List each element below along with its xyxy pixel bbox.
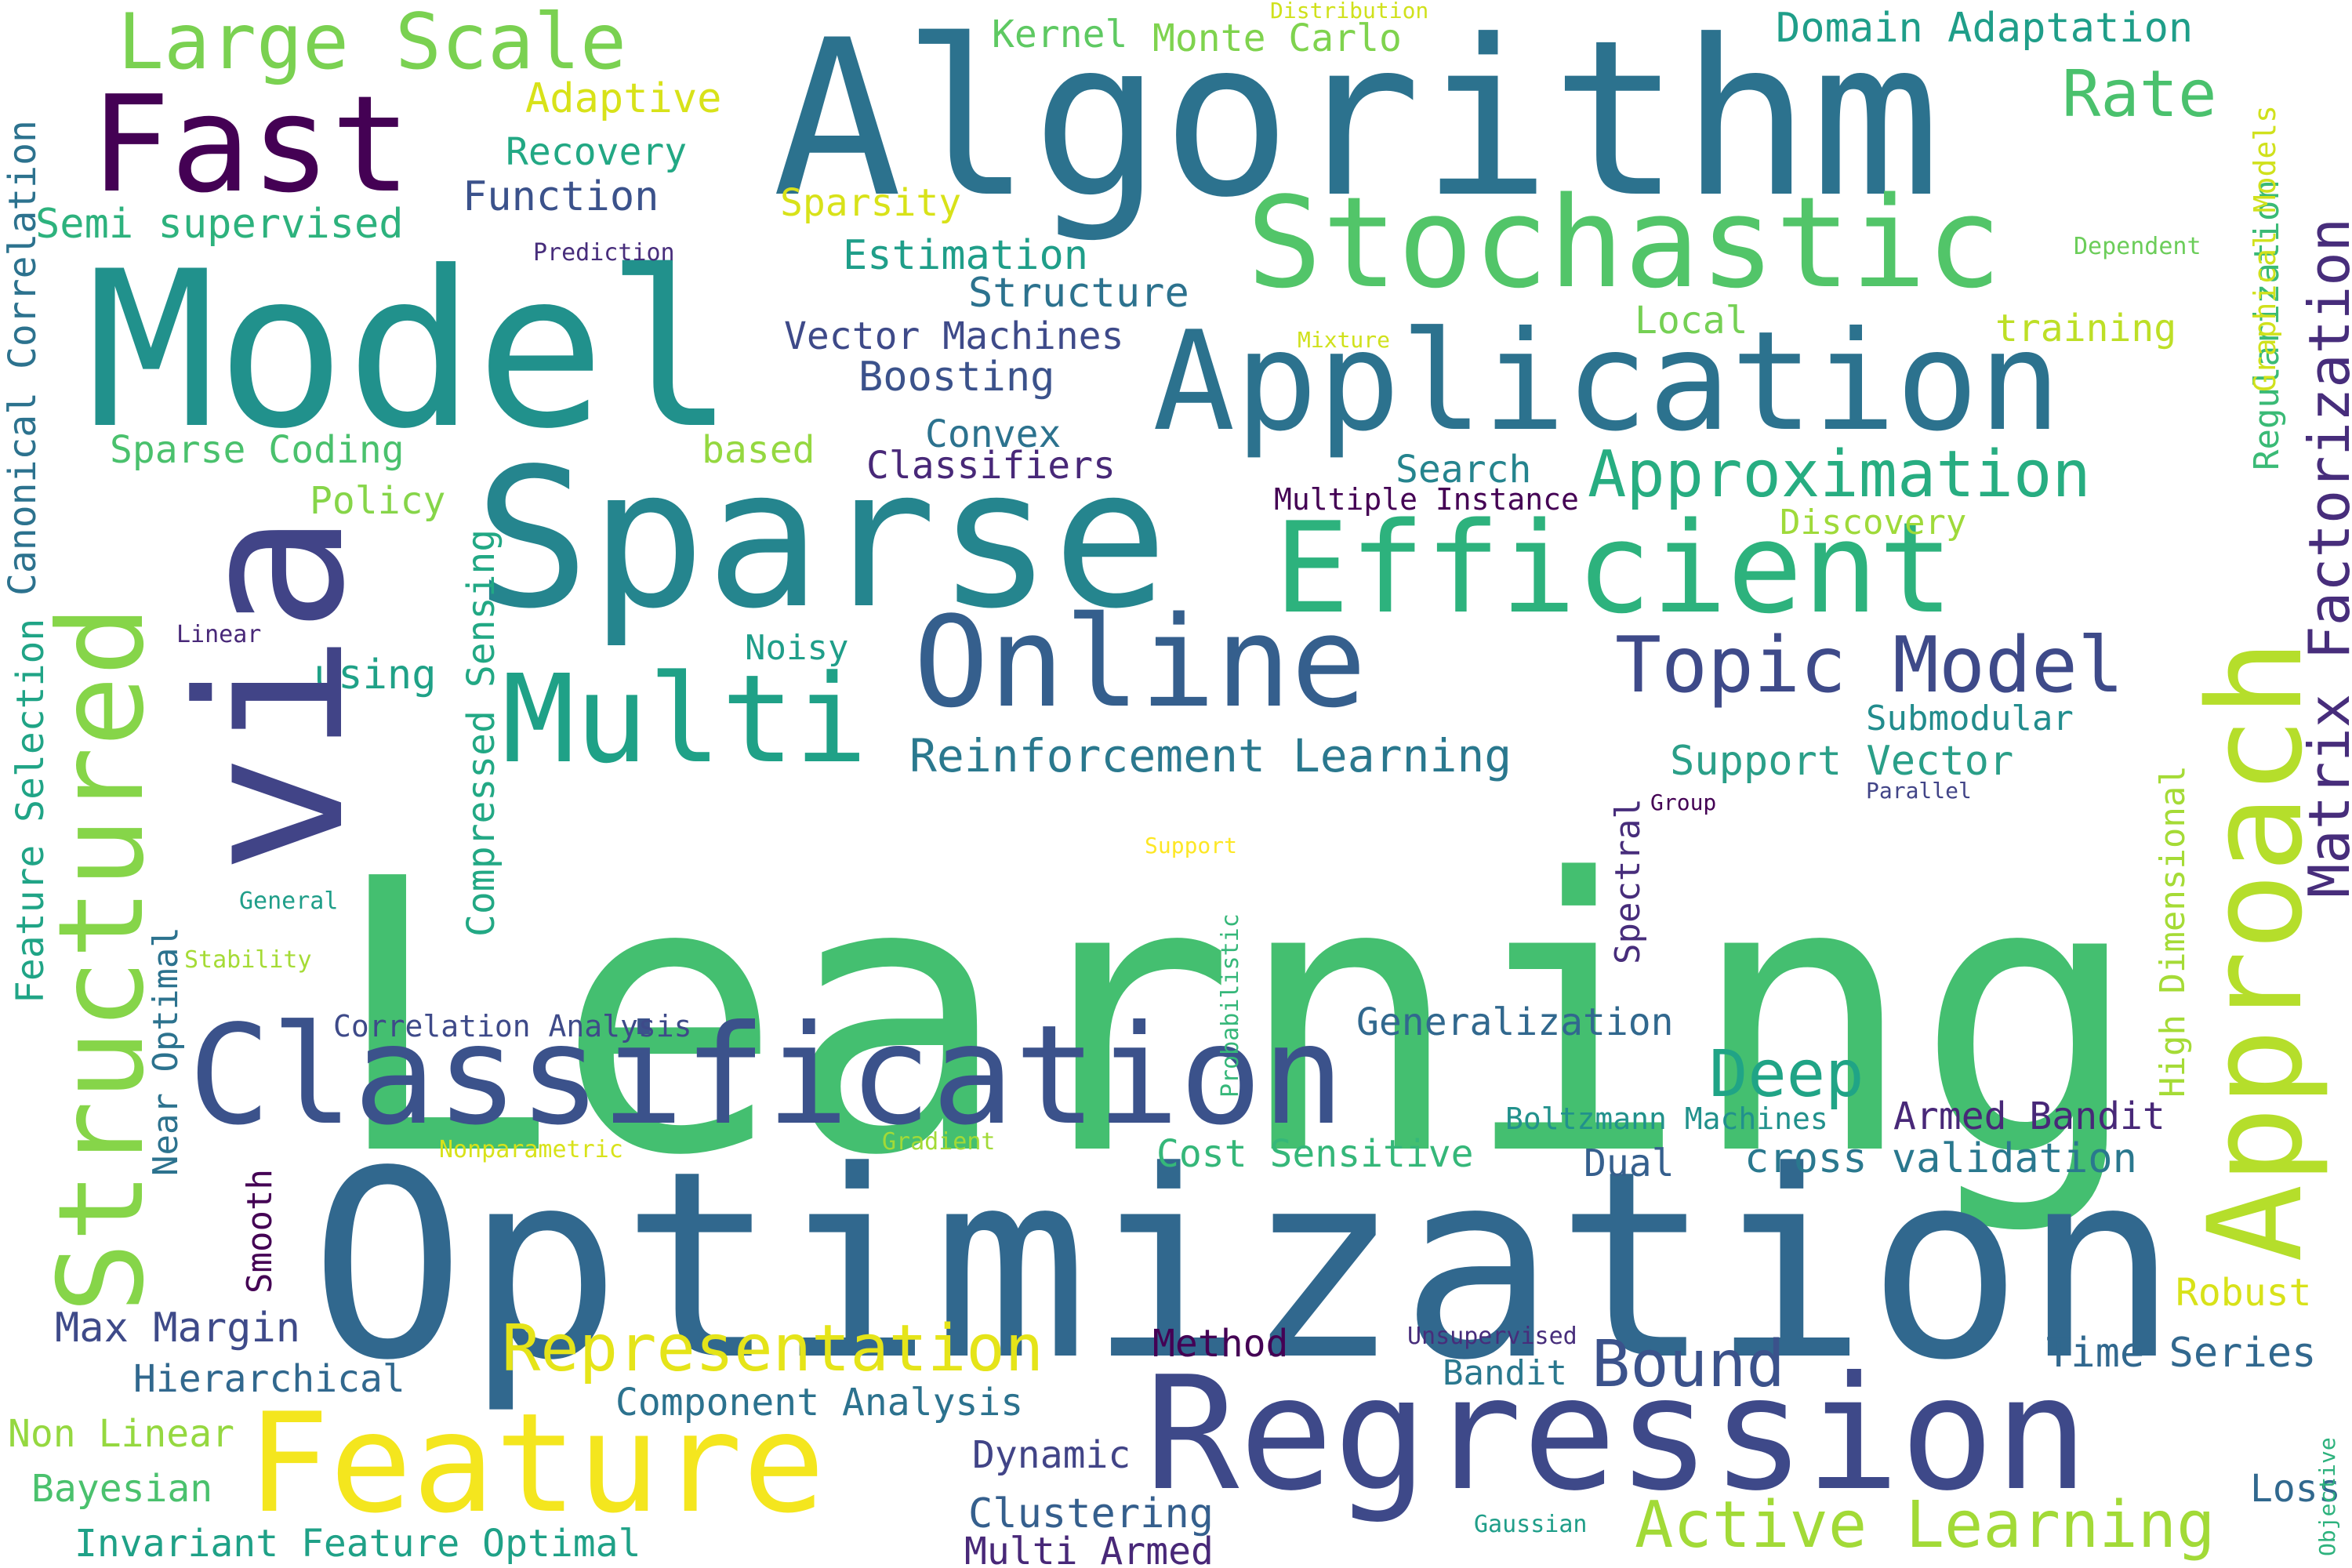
word-sparse-coding: Sparse Coding: [110, 428, 405, 472]
word-structured: Structured: [34, 604, 170, 1313]
word-non-linear: Non Linear: [8, 1412, 234, 1456]
word-stochastic: Stochastic: [1247, 169, 2002, 316]
word-via: via: [156, 513, 389, 874]
word-near-optimal: Near Optimal: [146, 927, 186, 1176]
word-recovery: Recovery: [506, 130, 688, 174]
word-component-analysis: Component Analysis: [615, 1381, 1024, 1425]
word-based: based: [702, 428, 815, 472]
word-reinforcement-learning: Reinforcement Learning: [909, 729, 1512, 782]
word-distribution: Distribution: [1270, 0, 1429, 24]
word-multiple-instance: Multiple Instance: [1274, 482, 1579, 517]
word-cross-validation: cross validation: [1744, 1135, 2137, 1182]
word-support: Support: [1145, 833, 1238, 858]
word-parallel: Parallel: [1866, 778, 1972, 804]
word-generalization: Generalization: [1356, 1000, 1674, 1044]
word-fast: Fast: [90, 67, 412, 223]
word-mixture: Mixture: [1298, 327, 1391, 353]
word-probabilistic: Probabilistic: [1217, 913, 1244, 1098]
word-dependent: Dependent: [2074, 233, 2201, 260]
word-method: Method: [1152, 1322, 1289, 1366]
word-topic-model: Topic Model: [1615, 621, 2125, 710]
word-sparse: Sparse: [474, 427, 1169, 651]
word-bound: Bound: [1592, 1327, 1785, 1402]
word-feature-big: Feature: [247, 1385, 826, 1544]
word-dual: Dual: [1584, 1142, 1675, 1185]
word-dynamic: Dynamic: [972, 1433, 1131, 1477]
word-time-series: Time Series: [2046, 1330, 2317, 1377]
word-loss: Loss: [2250, 1467, 2341, 1511]
word-graphical-models: Graphical Models: [2248, 104, 2282, 392]
word-convex: Convex: [925, 412, 1062, 456]
word-classifiers: Classifiers: [866, 444, 1116, 488]
word-armed-bandit: Armed Bandit: [1893, 1094, 2165, 1138]
word-bandit: Bandit: [1443, 1353, 1567, 1393]
word-application: Application: [1152, 303, 2061, 462]
word-discovery: Discovery: [1780, 503, 1967, 543]
word-gaussian: Gaussian: [1474, 1511, 1588, 1538]
word-clustering: Clustering: [968, 1490, 1214, 1537]
word-unsupervised: Unsupervised: [1407, 1323, 1577, 1350]
word-noisy: Noisy: [745, 628, 849, 668]
word-support-vector: Support Vector: [1670, 738, 2014, 785]
word-gradient: Gradient: [882, 1128, 996, 1156]
word-boosting: Boosting: [858, 354, 1055, 401]
word-high-dimensional: High Dimensional: [2153, 765, 2193, 1098]
word-model: Model: [86, 225, 735, 476]
word-hierarchical: Hierarchical: [133, 1357, 405, 1401]
word-large-scale: Large Scale: [118, 0, 627, 87]
word-sparsity: Sparsity: [780, 181, 962, 225]
word-max-margin: Max Margin: [55, 1305, 301, 1352]
word-linear: Linear: [176, 621, 262, 648]
word-function: Function: [463, 173, 659, 220]
word-active-learning: Active Learning: [1635, 1488, 2216, 1563]
word-search: Search: [1396, 448, 1532, 492]
word-kernel: Kernel: [992, 13, 1128, 56]
word-spectral: Spectral: [1608, 798, 1648, 964]
word-nonparametric: Nonparametric: [439, 1136, 623, 1163]
word-rate: Rate: [2062, 57, 2217, 132]
word-objective: Objective: [2314, 1437, 2340, 1556]
word-classification: Classification: [188, 996, 1345, 1156]
word-learning: Learning: [329, 800, 2142, 1238]
word-robust: Robust: [2176, 1271, 2312, 1315]
word-multi: Multi: [502, 648, 868, 790]
word-canonical-correlation: Canonical Correlation: [1, 120, 45, 596]
word-invariant-feature-optimal: Invariant Feature Optimal: [74, 1522, 641, 1566]
word-smooth: Smooth: [240, 1169, 280, 1294]
word-local: Local: [1635, 299, 1748, 343]
word-deep: Deep: [1709, 1037, 1864, 1112]
word-prediction: Prediction: [533, 239, 675, 267]
word-adaptive: Adaptive: [525, 75, 722, 122]
word-algorithm: Algorithm: [772, 0, 1941, 245]
word-matrix-factorization: Matrix Factorization: [2296, 218, 2352, 898]
word-optimization: Optimization: [310, 1116, 2180, 1417]
word-general: General: [239, 887, 339, 915]
word-compressed-sensing: Compressed Sensing: [459, 528, 503, 937]
word-vector-machines: Vector Machines: [784, 314, 1124, 358]
word-estimation: Estimation: [843, 232, 1089, 279]
word-representation: Representation: [502, 1312, 1044, 1386]
word-group: Group: [1650, 789, 1717, 815]
word-regression: Regression: [1145, 1343, 2089, 1526]
word-feature-selection: Feature Selection: [9, 618, 53, 1004]
word-approximation: Approximation: [1588, 437, 2091, 512]
word-bayesian: Bayesian: [31, 1467, 213, 1511]
word-cost-sensitive: Cost Sensitive: [1156, 1132, 1474, 1176]
word-training: training: [1995, 307, 2177, 350]
word-semi-supervised: Semi supervised: [35, 201, 404, 248]
word-online: Online: [913, 589, 1367, 735]
word-stability: Stability: [184, 946, 312, 974]
word-using: using: [314, 652, 437, 699]
word-efficient: Efficient: [1274, 495, 1954, 641]
word-correlation-analysis: Correlation Analysis: [333, 1009, 692, 1044]
word-policy: Policy: [310, 479, 446, 523]
word-domain-adaptation: Domain Adaptation: [1776, 5, 2194, 52]
word-boltzmann-machines: Boltzmann Machines: [1505, 1102, 1828, 1136]
word-structure: Structure: [968, 270, 1189, 317]
word-multi-armed: Multi Armed: [964, 1530, 1214, 1568]
word-submodular: Submodular: [1866, 699, 2074, 739]
word-monte-carlo: Monte Carlo: [1152, 16, 1402, 60]
